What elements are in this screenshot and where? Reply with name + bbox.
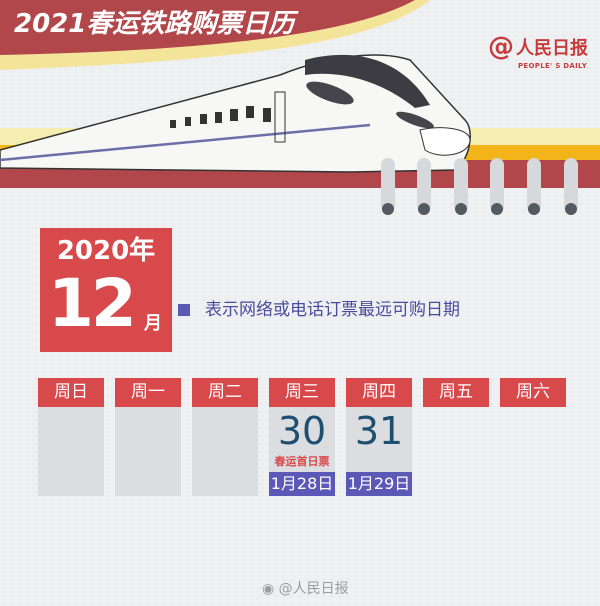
- year-label: 2020年: [56, 236, 156, 266]
- month-number: 12: [48, 265, 137, 342]
- page-title: 2021春运铁路购票日历: [14, 9, 295, 39]
- logo-en: PEOPLE' S DAILY: [518, 62, 588, 70]
- day-cell-30: 30 春运首日票 1月28日: [269, 407, 335, 496]
- weekday-header: 周四: [346, 378, 412, 407]
- calendar-ring: [381, 158, 395, 215]
- calendar-ring: [490, 158, 504, 215]
- purchase-date: 1月28日: [269, 472, 335, 496]
- legend-text: 表示网络或电话订票最远可购日期: [205, 300, 460, 320]
- empty-day-cell: [38, 407, 104, 496]
- day-number: 30: [277, 409, 327, 453]
- weekday-header: 周六: [500, 378, 566, 407]
- day-number: 31: [354, 409, 404, 453]
- weekday-header: 周一: [115, 378, 181, 407]
- weekday-header: 周二: [192, 378, 258, 407]
- purchase-date: 1月29日: [346, 472, 412, 496]
- empty-day-cell: [192, 407, 258, 496]
- calendar-ring: [564, 158, 578, 215]
- legend-swatch: [178, 304, 190, 316]
- weibo-icon: ◉: [262, 581, 279, 597]
- watermark: ◉ @人民日报: [262, 580, 349, 598]
- at-icon: @: [488, 32, 514, 62]
- watermark-text: @人民日报: [278, 581, 349, 597]
- day-cell-31: 31 1月29日: [346, 407, 412, 496]
- calendar-ring: [417, 158, 431, 215]
- logo-name: 人民日报: [516, 38, 588, 59]
- logo: @ 人民日报 PEOPLE' S DAILY: [488, 32, 598, 72]
- weekday-header: 周日: [38, 378, 104, 407]
- month-unit: 月: [144, 313, 162, 334]
- month-box: 2020年 12 月: [40, 228, 172, 352]
- calendar-ring: [527, 158, 541, 215]
- calendar-ring: [454, 158, 468, 215]
- weekday-header: 周三: [269, 378, 335, 407]
- banner-red: [0, 0, 415, 55]
- empty-day-cell: [115, 407, 181, 496]
- day-note: 春运首日票: [274, 455, 330, 468]
- train-illustration: [0, 54, 471, 173]
- weekday-header: 周五: [423, 378, 489, 407]
